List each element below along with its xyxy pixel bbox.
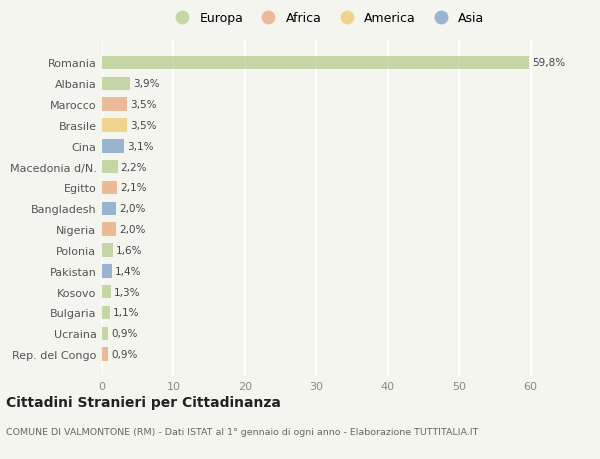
Text: 3,9%: 3,9% — [133, 79, 159, 89]
Bar — [102, 347, 109, 361]
Text: Cittadini Stranieri per Cittadinanza: Cittadini Stranieri per Cittadinanza — [6, 395, 281, 409]
Bar — [102, 285, 111, 299]
Text: 3,5%: 3,5% — [130, 121, 157, 131]
Bar — [102, 202, 116, 216]
Legend: Europa, Africa, America, Asia: Europa, Africa, America, Asia — [164, 7, 490, 30]
Text: 0,9%: 0,9% — [111, 329, 137, 339]
Bar — [102, 244, 113, 257]
Text: 3,5%: 3,5% — [130, 100, 157, 110]
Bar — [102, 140, 124, 153]
Bar — [102, 264, 112, 278]
Text: 1,3%: 1,3% — [114, 287, 140, 297]
Bar — [102, 181, 117, 195]
Text: 3,1%: 3,1% — [127, 141, 154, 151]
Text: 1,4%: 1,4% — [115, 266, 142, 276]
Text: 0,9%: 0,9% — [111, 349, 137, 359]
Text: 2,1%: 2,1% — [120, 183, 146, 193]
Bar — [102, 119, 127, 133]
Bar — [102, 306, 110, 319]
Bar — [102, 77, 130, 91]
Bar — [102, 56, 529, 70]
Bar — [102, 98, 127, 112]
Bar — [102, 161, 118, 174]
Text: 1,1%: 1,1% — [113, 308, 139, 318]
Text: 2,2%: 2,2% — [121, 162, 147, 172]
Text: 59,8%: 59,8% — [532, 58, 565, 68]
Text: 1,6%: 1,6% — [116, 246, 143, 255]
Text: 2,0%: 2,0% — [119, 224, 146, 235]
Bar — [102, 223, 116, 236]
Text: COMUNE DI VALMONTONE (RM) - Dati ISTAT al 1° gennaio di ogni anno - Elaborazione: COMUNE DI VALMONTONE (RM) - Dati ISTAT a… — [6, 427, 478, 436]
Bar — [102, 327, 109, 341]
Text: 2,0%: 2,0% — [119, 204, 146, 214]
